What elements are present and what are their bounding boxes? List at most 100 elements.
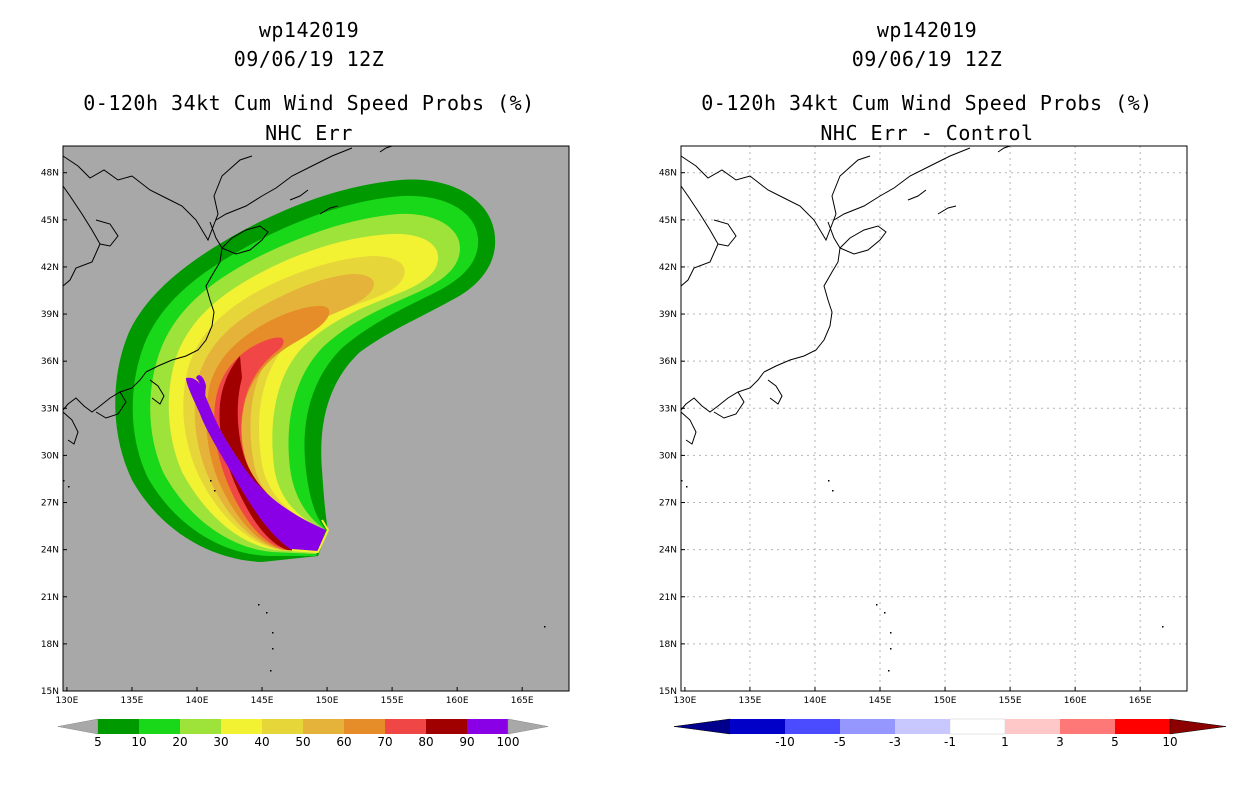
lat-tick-label: 36N <box>659 357 677 367</box>
coastline-path <box>680 155 871 242</box>
island-mark <box>832 490 834 492</box>
experiment-title: NHC Err - Control <box>820 121 1034 145</box>
colorbar-label: 50 <box>295 735 310 749</box>
storm-id-title: wp142019 <box>876 18 978 42</box>
coastline-path <box>62 371 147 413</box>
coastline-path <box>379 145 393 153</box>
lat-tick-label: 42N <box>659 263 677 273</box>
coastline-path <box>289 189 309 201</box>
colorbar-label: 5 <box>1111 735 1119 749</box>
coastline-path <box>62 155 253 242</box>
coastlines <box>680 145 1164 672</box>
map-border <box>62 145 570 692</box>
colorbar-end-left <box>57 718 99 735</box>
colorbar-swatch <box>180 719 221 734</box>
lat-tick-label: 45N <box>41 216 59 226</box>
island-mark <box>210 480 212 482</box>
colorbar-swatch <box>730 719 785 734</box>
colorbar-label: -10 <box>775 735 795 749</box>
axes: 130E 135E 140E 145E 150E 155E 160E 165E 48N 45N 42… <box>41 145 570 706</box>
colorbar-end-left <box>673 718 731 735</box>
colorbar-label: -3 <box>889 735 901 749</box>
coastline-path <box>319 205 339 215</box>
colorbar-label: 10 <box>131 735 146 749</box>
colorbar-label: 20 <box>172 735 187 749</box>
product-title: 0-120h 34kt Cum Wind Speed Probs (%) <box>83 91 535 115</box>
coastline-path <box>221 225 269 255</box>
map-frame-group <box>681 146 1187 691</box>
lat-tick-label: 48N <box>659 169 677 179</box>
island-mark <box>270 670 272 672</box>
lat-tick-label: 33N <box>41 404 59 414</box>
coastline-path <box>62 411 79 445</box>
colorbar-swatch <box>840 719 895 734</box>
colorbar-swatch <box>1005 719 1060 734</box>
island-mark <box>681 480 683 482</box>
colorbar-swatch <box>98 719 139 734</box>
lat-tick-label: 30N <box>41 451 59 461</box>
colorbar-label: 1 <box>1001 735 1009 749</box>
map-border <box>680 145 1188 692</box>
lon-tick-label: 165E <box>1129 696 1152 706</box>
colorbar-swatch <box>385 719 426 734</box>
colorbar-end-right <box>1169 718 1227 735</box>
coastline-path <box>95 219 119 247</box>
difference-map: 130E 135E 140E 145E 150E 155E 160E 165E 48N 45N 42… <box>659 145 1227 749</box>
coastline-path <box>713 391 745 419</box>
island-mark <box>68 486 70 488</box>
lon-tick-label: 150E <box>316 696 339 706</box>
island-mark <box>876 604 878 606</box>
lat-tick-label: 24N <box>41 546 59 556</box>
lon-tick-label: 155E <box>381 696 404 706</box>
coastline-path <box>763 221 841 373</box>
lat-tick-label: 39N <box>41 310 59 320</box>
colorbar-label: 30 <box>213 735 228 749</box>
colorbar-label: 100 <box>497 735 520 749</box>
colorbar-swatch <box>221 719 262 734</box>
island-mark <box>828 480 830 482</box>
lat-tick-label: 45N <box>659 216 677 226</box>
colorbar-label: -1 <box>944 735 956 749</box>
coastline-path <box>680 411 697 445</box>
island-mark <box>884 612 886 614</box>
storm-id-title: wp142019 <box>258 18 360 42</box>
colorbar-swatch <box>1115 719 1170 734</box>
island-mark <box>890 632 892 634</box>
lat-tick-label: 15N <box>41 687 59 697</box>
colorbar-swatch <box>949 718 1006 735</box>
lat-tick-label: 18N <box>659 640 677 650</box>
coastlines <box>62 145 546 672</box>
coastline-path <box>215 147 353 221</box>
map-background <box>681 146 1187 691</box>
coastline-path <box>767 379 783 405</box>
colorbar-swatch <box>895 719 950 734</box>
lat-tick-label: 30N <box>659 451 677 461</box>
coastline-path <box>907 189 927 201</box>
lon-tick-label: 130E <box>55 696 78 706</box>
probability-swaths <box>115 179 496 562</box>
axes: 130E 135E 140E 145E 150E 155E 160E 165E 48N 45N 42… <box>659 145 1188 706</box>
lat-tick-label: 21N <box>659 593 677 603</box>
island-mark <box>890 648 892 650</box>
colorbar-label: 5 <box>94 735 102 749</box>
colorbar-swatch <box>262 719 303 734</box>
colorbar-label: 3 <box>1056 735 1064 749</box>
island-mark <box>272 648 274 650</box>
coastline-path <box>839 225 887 255</box>
island-mark <box>686 486 688 488</box>
lon-tick-label: 150E <box>934 696 957 706</box>
island-mark <box>1162 626 1164 628</box>
prob-contour-core <box>186 377 326 552</box>
lat-tick-label: 27N <box>41 499 59 509</box>
coastline-path <box>95 391 127 419</box>
lat-tick-label: 42N <box>41 263 59 273</box>
island-mark <box>258 604 260 606</box>
lon-tick-label: 135E <box>121 696 144 706</box>
swath-tip-rim <box>291 519 330 554</box>
lat-tick-label: 15N <box>659 687 677 697</box>
lat-tick-label: 33N <box>659 404 677 414</box>
colorbar: 5 10 20 30 40 50 60 70 80 90 100 <box>57 718 549 749</box>
lat-lon-grid <box>681 146 1187 691</box>
lon-tick-label: 140E <box>186 696 209 706</box>
colorbar-swatch <box>1060 719 1115 734</box>
